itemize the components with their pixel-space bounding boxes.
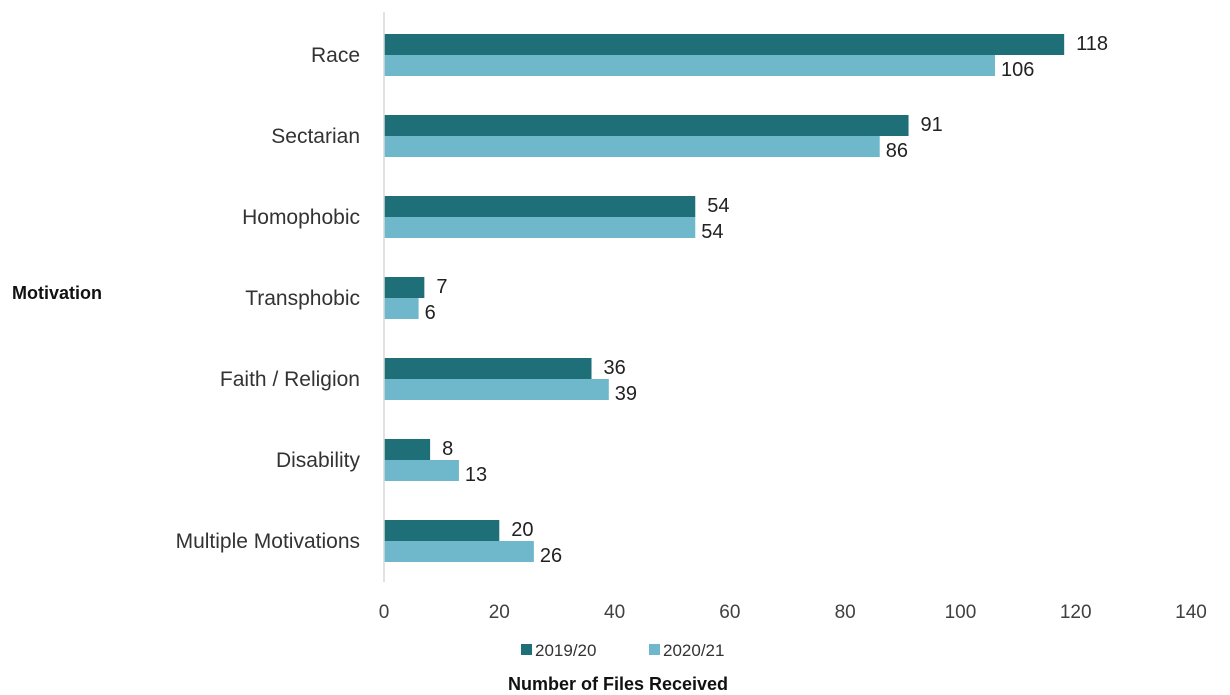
data-label-faith-religion-2020-21: 39 (615, 383, 637, 405)
category-label-disability: Disability (276, 449, 361, 472)
category-label-race: Race (311, 44, 360, 67)
category-label-faith-religion: Faith / Religion (220, 368, 360, 391)
data-label-disability-2019-20: 8 (442, 438, 453, 460)
category-labels: Race Sectarian Homophobic Transphobic Faith … (176, 44, 361, 553)
bar-homophobic-2019-20 (384, 196, 696, 217)
data-label-disability-2020-21: 13 (465, 464, 487, 486)
data-labels: 118 106 91 86 54 54 76 36 39 8 13 20 26 (425, 33, 1108, 567)
bar-sectarian-2019-20 (384, 115, 909, 136)
x-axis-title: Number of Files Received (508, 674, 728, 694)
data-label-multiple-motivations-2019-20: 20 (511, 519, 533, 541)
category-label-homophobic: Homophobic (242, 206, 360, 229)
data-label-transphobic-2020-21: 6 (425, 302, 436, 324)
x-tick-label-0: 0 (379, 602, 390, 623)
bar-sectarian-2020-21 (384, 136, 880, 157)
bars-group (384, 34, 1065, 562)
data-label-homophobic-2020-21: 54 (701, 221, 723, 243)
x-tick-label-20: 20 (489, 602, 510, 623)
category-label-transphobic: Transphobic (245, 287, 360, 310)
legend-swatch-2019-20 (521, 644, 532, 655)
bar-disability-2019-20 (384, 439, 431, 460)
data-label-faith-religion-2019-20: 36 (604, 357, 626, 379)
data-label-multiple-motivations-2020-21: 26 (540, 545, 562, 567)
data-label-sectarian-2020-21: 86 (886, 140, 908, 162)
y-axis-title: Motivation (12, 283, 102, 303)
bar-faith-religion-2020-21 (384, 379, 609, 400)
data-label-homophobic-2019-20: 54 (707, 195, 729, 217)
data-label-race-2019-20: 118 (1076, 33, 1108, 55)
data-label-transphobic-2019-20: 7 (436, 276, 447, 298)
bar-homophobic-2020-21 (384, 217, 696, 238)
bar-race-2019-20 (384, 34, 1065, 55)
x-tick-label-140: 140 (1175, 602, 1207, 623)
x-tick-label-100: 100 (945, 602, 977, 623)
bar-transphobic-2020-21 (384, 298, 419, 319)
legend: 2019/20 2020/21 (521, 641, 724, 660)
category-label-multiple-motivations: Multiple Motivations (176, 530, 360, 553)
bar-disability-2020-21 (384, 460, 459, 481)
bar-transphobic-2019-20 (384, 277, 425, 298)
bar-race-2020-21 (384, 55, 996, 76)
x-tick-labels: 0 20 40 60 80 100 120 140 (379, 602, 1207, 623)
data-label-sectarian-2019-20: 91 (921, 114, 943, 136)
bar-multiple-motivations-2019-20 (384, 520, 500, 541)
category-label-sectarian: Sectarian (271, 125, 360, 148)
legend-label-2020-21: 2020/21 (663, 641, 724, 660)
legend-swatch-2020-21 (649, 644, 660, 655)
bar-faith-religion-2019-20 (384, 358, 592, 379)
x-tick-label-60: 60 (719, 602, 740, 623)
bar-multiple-motivations-2020-21 (384, 541, 534, 562)
x-tick-label-80: 80 (835, 602, 856, 623)
x-tick-label-40: 40 (604, 602, 625, 623)
x-tick-label-120: 120 (1060, 602, 1092, 623)
data-label-race-2020-21: 106 (1001, 59, 1034, 81)
legend-label-2019-20: 2019/20 (535, 641, 596, 660)
